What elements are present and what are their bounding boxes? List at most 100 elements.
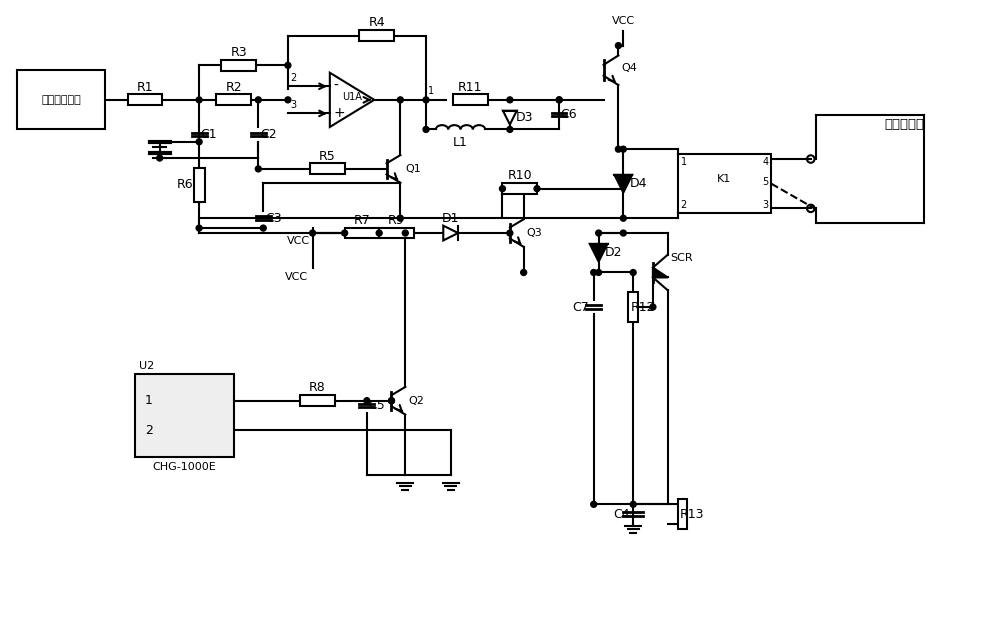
Text: R2: R2 (225, 81, 242, 94)
Bar (345, 228, 379, 238)
Text: C6: C6 (561, 108, 577, 121)
Circle shape (364, 398, 370, 404)
Circle shape (534, 186, 540, 192)
Bar (216, 94, 251, 106)
Text: R10: R10 (507, 169, 532, 182)
Text: L1: L1 (453, 136, 468, 149)
Circle shape (402, 230, 408, 236)
Polygon shape (614, 175, 632, 193)
Text: VCC: VCC (285, 273, 308, 283)
Circle shape (596, 230, 602, 236)
Text: 2: 2 (290, 73, 296, 83)
Bar (310, 164, 345, 175)
Text: K1: K1 (717, 174, 732, 184)
Text: R8: R8 (309, 381, 326, 394)
Text: R7: R7 (354, 213, 370, 226)
Circle shape (397, 215, 403, 222)
Circle shape (630, 270, 636, 275)
Text: U1A: U1A (342, 92, 362, 102)
Text: Q2: Q2 (408, 395, 424, 406)
Bar (678, 154, 771, 213)
Bar (359, 30, 394, 41)
Text: D4: D4 (629, 177, 647, 190)
Circle shape (620, 230, 626, 236)
Circle shape (507, 230, 513, 236)
Circle shape (507, 126, 513, 133)
Text: D1: D1 (442, 212, 459, 225)
Circle shape (255, 97, 261, 103)
Circle shape (620, 146, 626, 152)
Text: C4: C4 (613, 508, 630, 521)
Text: D2: D2 (605, 246, 622, 259)
Text: CHG-1000E: CHG-1000E (152, 462, 216, 473)
Text: 5: 5 (762, 176, 768, 187)
Text: D3: D3 (516, 111, 533, 124)
Text: R12: R12 (631, 300, 655, 313)
Text: Q3: Q3 (527, 228, 542, 238)
Circle shape (285, 62, 291, 68)
Text: C5: C5 (368, 399, 385, 412)
Circle shape (423, 126, 429, 133)
Bar (135, 374, 234, 457)
Circle shape (591, 270, 597, 275)
Bar (221, 60, 256, 71)
Circle shape (556, 97, 562, 103)
Circle shape (630, 502, 636, 507)
Circle shape (650, 304, 656, 310)
Circle shape (389, 398, 394, 404)
Circle shape (591, 502, 597, 507)
Text: R6: R6 (177, 178, 194, 191)
Circle shape (157, 155, 163, 161)
Circle shape (196, 225, 202, 231)
Circle shape (615, 43, 621, 49)
Text: Q4: Q4 (621, 64, 637, 73)
Circle shape (260, 225, 266, 231)
Polygon shape (653, 268, 668, 278)
Circle shape (507, 97, 513, 103)
Text: 1: 1 (145, 394, 153, 407)
Text: 1: 1 (428, 86, 434, 96)
Circle shape (255, 166, 261, 172)
Bar (194, 168, 205, 202)
Text: U2: U2 (139, 361, 154, 371)
Circle shape (521, 270, 527, 275)
Text: SCR: SCR (671, 253, 693, 263)
Text: +: + (334, 106, 345, 120)
Text: 3: 3 (762, 201, 768, 210)
Text: C3: C3 (265, 212, 281, 225)
Polygon shape (590, 244, 608, 262)
Circle shape (620, 215, 626, 222)
Circle shape (376, 230, 382, 236)
Text: VCC: VCC (612, 16, 635, 26)
Bar (300, 395, 335, 406)
Circle shape (556, 97, 562, 103)
Circle shape (285, 97, 291, 103)
Text: 搞运机器人: 搞运机器人 (885, 118, 925, 131)
Circle shape (423, 97, 429, 103)
Circle shape (397, 97, 403, 103)
Text: Q1: Q1 (405, 164, 421, 174)
Circle shape (500, 186, 505, 192)
Text: -: - (334, 80, 339, 93)
Text: R3: R3 (230, 46, 247, 59)
Text: R4: R4 (368, 17, 385, 30)
Circle shape (196, 139, 202, 145)
Circle shape (615, 146, 621, 152)
Circle shape (596, 270, 602, 275)
Text: R1: R1 (137, 81, 153, 94)
Text: R13: R13 (680, 508, 705, 521)
Bar (128, 94, 162, 106)
Circle shape (342, 230, 348, 236)
Text: 1: 1 (681, 157, 687, 167)
Circle shape (310, 230, 316, 236)
Bar (678, 499, 687, 529)
Text: VCC: VCC (286, 236, 310, 246)
Text: 4: 4 (762, 157, 768, 167)
Text: 降压稳压模块: 降压稳压模块 (41, 95, 81, 105)
Text: C2: C2 (260, 128, 276, 141)
Bar (17, 70, 105, 130)
Text: 2: 2 (145, 424, 153, 437)
Bar (628, 292, 638, 322)
Bar (502, 183, 537, 194)
Text: R5: R5 (319, 149, 336, 163)
